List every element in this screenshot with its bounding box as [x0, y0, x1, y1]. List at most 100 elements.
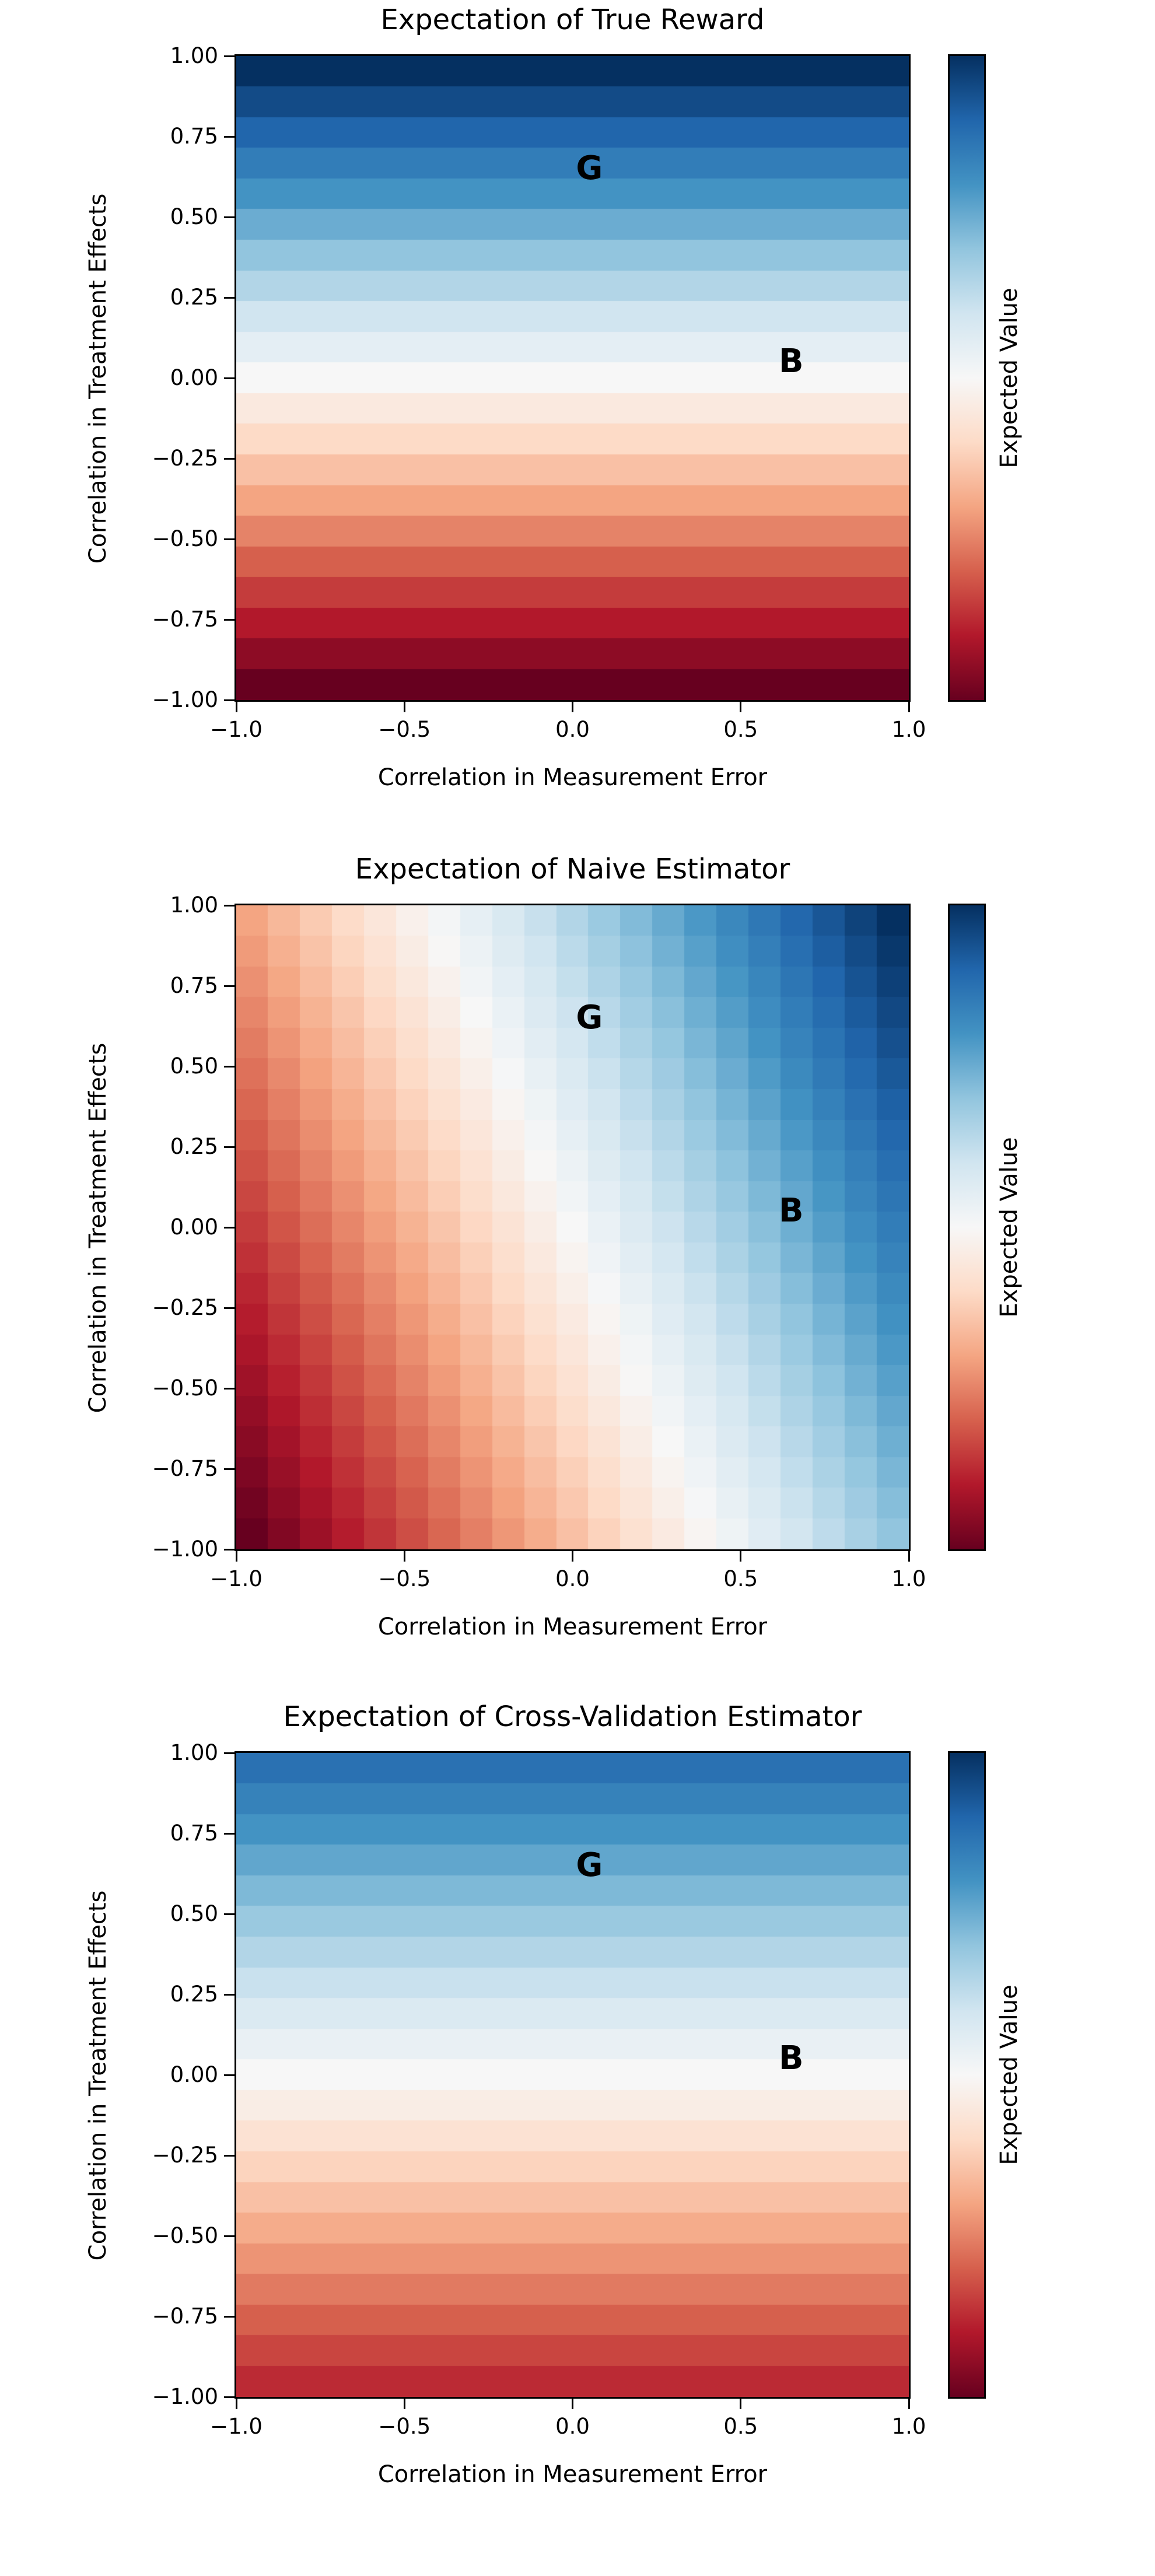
x-tick-label: −0.5	[378, 717, 431, 742]
y-tick-label: −0.75	[152, 607, 218, 632]
x-tick	[908, 1551, 910, 1562]
y-tick-label: 0.25	[170, 1134, 218, 1159]
annotation-b: B	[778, 1192, 804, 1230]
y-tick-label: −0.50	[152, 2223, 218, 2248]
y-tick-label: −0.50	[152, 526, 218, 551]
y-tick-label: 0.75	[170, 124, 218, 149]
y-tick	[224, 1468, 235, 1470]
y-tick-label: 0.00	[170, 1214, 218, 1240]
y-tick-label: 0.75	[170, 973, 218, 998]
y-tick	[224, 1226, 235, 1228]
y-tick-label: −0.75	[152, 1456, 218, 1481]
y-tick	[224, 2235, 235, 2237]
y-tick	[224, 538, 235, 540]
y-tick-label: 1.00	[170, 43, 218, 68]
y-tick-label: −0.25	[152, 1295, 218, 1320]
x-tick-label: −1.0	[210, 2414, 262, 2439]
x-tick	[403, 702, 405, 712]
heatmap-canvas	[236, 56, 909, 700]
x-axis-label: Correlation in Measurement Error	[377, 764, 768, 791]
y-tick	[224, 985, 235, 987]
y-tick	[224, 1146, 235, 1148]
y-tick-label: 0.75	[170, 1821, 218, 1846]
x-tick	[572, 2399, 573, 2409]
y-tick	[224, 55, 235, 57]
subplot-title: Expectation of Cross-Validation Estimato…	[283, 1700, 862, 1733]
annotation-b: B	[778, 342, 804, 381]
x-tick	[740, 702, 742, 712]
y-tick-label: −0.75	[152, 2304, 218, 2329]
y-tick	[224, 457, 235, 460]
colorbar	[948, 904, 986, 1551]
y-tick	[224, 216, 235, 218]
x-tick	[908, 2399, 910, 2409]
y-tick	[224, 1548, 235, 1550]
x-tick	[235, 1551, 237, 1562]
x-axis-label: Correlation in Measurement Error	[377, 1614, 768, 1640]
y-tick	[224, 2396, 235, 2398]
y-tick-label: −0.25	[152, 2143, 218, 2168]
x-tick-label: 0.5	[723, 1566, 758, 1591]
x-tick	[235, 702, 237, 712]
annotation-g: G	[576, 1846, 603, 1885]
colorbar-label: Expected Value	[996, 288, 1023, 468]
y-tick-label: −1.00	[152, 687, 218, 712]
x-tick-label: −0.5	[378, 2414, 431, 2439]
y-tick-label: 1.00	[170, 1740, 218, 1765]
y-tick	[224, 2154, 235, 2157]
x-tick	[572, 1551, 573, 1562]
colorbar-label: Expected Value	[996, 1137, 1023, 1318]
y-tick-label: 0.00	[170, 2062, 218, 2087]
x-tick-label: 1.0	[891, 717, 926, 742]
y-tick	[224, 1065, 235, 1068]
y-tick-label: 0.50	[170, 1054, 218, 1079]
y-tick	[224, 2074, 235, 2076]
x-tick	[740, 2399, 742, 2409]
annotation-b: B	[778, 2039, 804, 2078]
x-tick-label: 0.0	[555, 1566, 590, 1591]
x-tick-label: 1.0	[891, 1566, 926, 1591]
colorbar	[948, 1751, 986, 2399]
y-tick	[224, 699, 235, 701]
y-tick-label: 0.00	[170, 365, 218, 390]
y-tick-label: −1.00	[152, 1536, 218, 1562]
y-tick	[224, 904, 235, 907]
x-tick-label: 0.0	[555, 717, 590, 742]
x-axis-label: Correlation in Measurement Error	[377, 2461, 768, 2488]
y-tick	[224, 135, 235, 138]
x-tick	[908, 702, 910, 712]
x-tick	[572, 702, 573, 712]
x-tick-label: 0.0	[555, 2414, 590, 2439]
y-tick	[224, 2315, 235, 2318]
x-tick-label: 0.5	[723, 717, 758, 742]
y-tick-label: 0.25	[170, 285, 218, 310]
x-tick	[235, 2399, 237, 2409]
y-tick	[224, 1752, 235, 1754]
subplot-title: Expectation of Naive Estimator	[355, 853, 790, 886]
subplot-title: Expectation of True Reward	[380, 4, 765, 36]
y-tick	[224, 1387, 235, 1390]
colorbar	[948, 54, 986, 702]
y-tick-label: 0.50	[170, 204, 218, 229]
x-tick-label: −0.5	[378, 1566, 431, 1591]
y-tick	[224, 618, 235, 621]
x-tick-label: 1.0	[891, 2414, 926, 2439]
heatmap-canvas	[236, 1753, 909, 2397]
y-tick	[224, 1993, 235, 1996]
annotation-g: G	[576, 149, 603, 188]
x-tick-label: −1.0	[210, 717, 262, 742]
y-tick	[224, 296, 235, 299]
x-tick-label: −1.0	[210, 1566, 262, 1591]
x-tick	[403, 2399, 405, 2409]
y-tick	[224, 377, 235, 379]
annotation-g: G	[576, 999, 603, 1037]
x-tick-label: 0.5	[723, 2414, 758, 2439]
heatmap-canvas	[236, 905, 909, 1549]
x-tick	[740, 1551, 742, 1562]
y-tick-label: 1.00	[170, 892, 218, 918]
y-tick-label: −0.50	[152, 1376, 218, 1401]
